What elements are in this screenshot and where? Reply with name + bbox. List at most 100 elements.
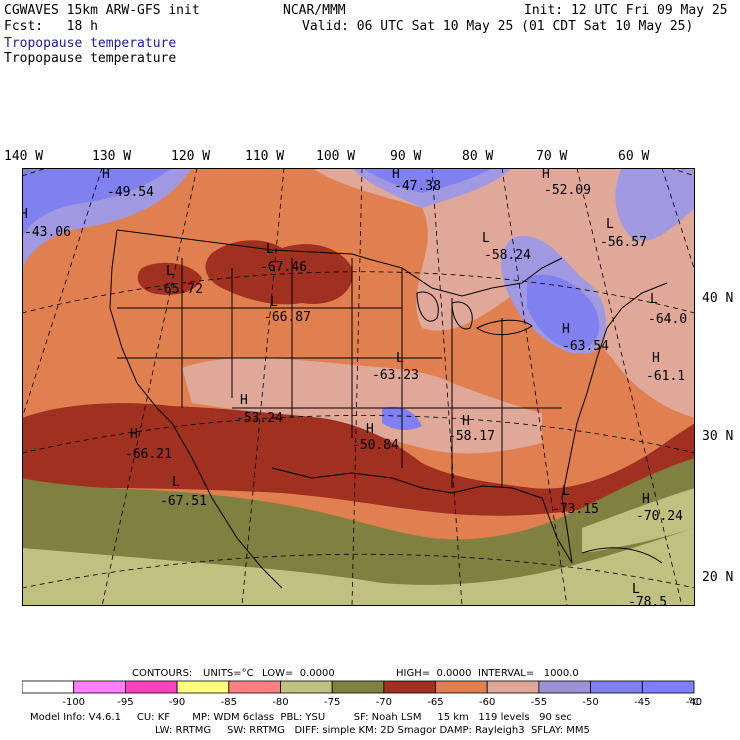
model-info-line-1: Model Info: V4.6.1 CU: KF MP: WDM 6class… bbox=[30, 712, 572, 723]
field-khaki-south bbox=[22, 528, 695, 606]
legend-tick-label: -85 bbox=[221, 697, 237, 708]
map-label-type: H bbox=[130, 427, 138, 442]
init-time: Init: 12 UTC Fri 09 May 25 bbox=[524, 3, 728, 18]
org-label: NCAR/MMM bbox=[283, 3, 346, 18]
map-label-value: -65.72 bbox=[156, 282, 203, 297]
field-title: Tropopause temperature bbox=[4, 51, 177, 66]
map-label-value: -63.54 bbox=[562, 339, 609, 354]
contours-units: UNITS=°C bbox=[203, 668, 254, 679]
legend-tick-label: -60 bbox=[479, 697, 495, 708]
legend-swatch bbox=[280, 680, 333, 694]
map-label-value: -67.51 bbox=[160, 494, 207, 509]
map-frame bbox=[22, 168, 695, 606]
map-label-type: L bbox=[166, 264, 174, 279]
map-label-type: H bbox=[22, 207, 28, 222]
map-label-type: H bbox=[562, 322, 570, 337]
contours-label: CONTOURS: bbox=[132, 668, 193, 679]
map-label-value: -50.84 bbox=[352, 438, 399, 453]
map-label-value: -66.21 bbox=[125, 447, 172, 462]
map-label-type: L bbox=[606, 217, 614, 232]
valid-time: Valid: 06 UTC Sat 10 May 25 (01 CDT Sat … bbox=[302, 19, 694, 34]
legend-swatch bbox=[590, 680, 643, 694]
field-darkred-south bbox=[22, 403, 695, 516]
legend-unit: °C bbox=[688, 697, 700, 708]
legend-swatch bbox=[486, 680, 540, 694]
legend-swatch bbox=[383, 680, 436, 694]
legend-tick-label: -50 bbox=[582, 697, 598, 708]
legend-tick-label: -90 bbox=[169, 697, 185, 708]
legend-swatch bbox=[641, 680, 695, 694]
model-info-line-2: LW: RRTMG SW: RRTMG DIFF: simple KM: 2D … bbox=[155, 725, 590, 736]
lat-label: 40 N bbox=[702, 291, 734, 306]
field-darkred-north bbox=[205, 240, 353, 305]
map-label-value: -67.46 bbox=[260, 260, 307, 275]
field-blue-east bbox=[527, 274, 600, 350]
model-title: CGWAVES 15km ARW-GFS init bbox=[4, 3, 200, 18]
legend-swatch bbox=[73, 680, 126, 694]
legend-tick-label: -100 bbox=[62, 697, 85, 708]
tropopause-temperature-map: H -49.54 H -43.06 H -47.38 H -52.09 L -5… bbox=[22, 168, 695, 606]
map-label-type: L bbox=[270, 295, 278, 310]
map-label-type: L bbox=[632, 582, 640, 597]
map-label-type: L bbox=[482, 231, 490, 246]
map-label-value: -63.23 bbox=[372, 368, 419, 383]
legend-tick-label: -45 bbox=[634, 697, 650, 708]
map-label-value: -53.24 bbox=[236, 411, 283, 426]
lon-label: 90 W bbox=[390, 149, 422, 164]
legend-tick-label: -65 bbox=[427, 697, 443, 708]
map-label-type: L bbox=[562, 484, 570, 499]
legend-swatch bbox=[228, 680, 281, 694]
field-khaki-se bbox=[582, 488, 695, 553]
map-label-type: H bbox=[542, 168, 550, 182]
legend-tick-label: -40 bbox=[686, 697, 702, 708]
lon-label: 130 W bbox=[92, 149, 132, 164]
map-label-value: -61.1 bbox=[646, 369, 685, 384]
map-label-type: H bbox=[652, 351, 660, 366]
forecast-hour: Fcst: 18 h bbox=[4, 19, 98, 34]
field-darkred-nw bbox=[137, 262, 202, 295]
map-label-value: -70.24 bbox=[636, 509, 683, 524]
boundaries bbox=[109, 229, 668, 589]
lat-label: 20 N bbox=[702, 570, 734, 585]
map-label-value: -73.15 bbox=[552, 502, 599, 517]
lon-label: 60 W bbox=[618, 149, 650, 164]
map-label-value: -58.17 bbox=[448, 429, 495, 444]
map-label-value: -78.5 bbox=[628, 595, 667, 606]
pressure-labels: H -49.54 H -43.06 H -47.38 H -52.09 L -5… bbox=[22, 168, 687, 606]
legend-tick-label: -95 bbox=[117, 697, 133, 708]
map-label-type: H bbox=[102, 168, 110, 182]
field-lavender-ne bbox=[615, 168, 695, 241]
map-label-value: -66.87 bbox=[264, 310, 311, 325]
color-legend: -100 -95 -90 -85 -80 -75 -70 -65 -60 -55 -50 -45 -40… bbox=[22, 680, 702, 708]
lon-label: 80 W bbox=[462, 149, 494, 164]
legend-swatch bbox=[331, 680, 385, 694]
map-label-value: -47.38 bbox=[394, 179, 441, 194]
lat-label: 30 N bbox=[702, 429, 734, 444]
contours-high: HIGH= 0.0000 bbox=[396, 668, 472, 679]
map-label-type: H bbox=[462, 414, 470, 429]
map-label-value: -49.54 bbox=[107, 185, 154, 200]
lon-label: 100 W bbox=[316, 149, 356, 164]
contours-interval: INTERVAL= 1000.0 bbox=[478, 668, 579, 679]
contours-low: LOW= 0.0000 bbox=[262, 668, 335, 679]
field-title-blue: Tropopause temperature bbox=[4, 36, 177, 51]
legend-swatch bbox=[435, 680, 488, 694]
map-label-value: -64.0 bbox=[648, 312, 687, 327]
map-label-value: -58.24 bbox=[484, 248, 531, 263]
legend-swatch bbox=[125, 680, 178, 694]
map-label-type: L bbox=[650, 292, 658, 307]
lon-label: 70 W bbox=[536, 149, 568, 164]
legend-tick-label: -55 bbox=[531, 697, 547, 708]
map-label-type: H bbox=[642, 492, 650, 507]
legend-tick-label: -80 bbox=[272, 697, 288, 708]
lon-label: 110 W bbox=[245, 149, 285, 164]
lon-label: 140 W bbox=[4, 149, 44, 164]
legend-tick-label: -70 bbox=[376, 697, 392, 708]
map-label-value: -43.06 bbox=[24, 225, 71, 240]
field-blue-nw bbox=[22, 168, 172, 238]
map-label-type: H bbox=[392, 168, 400, 182]
legend-tick-label: -75 bbox=[324, 697, 340, 708]
legend-swatch bbox=[22, 680, 75, 694]
map-label-type: L bbox=[266, 242, 274, 257]
map-label-type: L bbox=[396, 351, 404, 366]
